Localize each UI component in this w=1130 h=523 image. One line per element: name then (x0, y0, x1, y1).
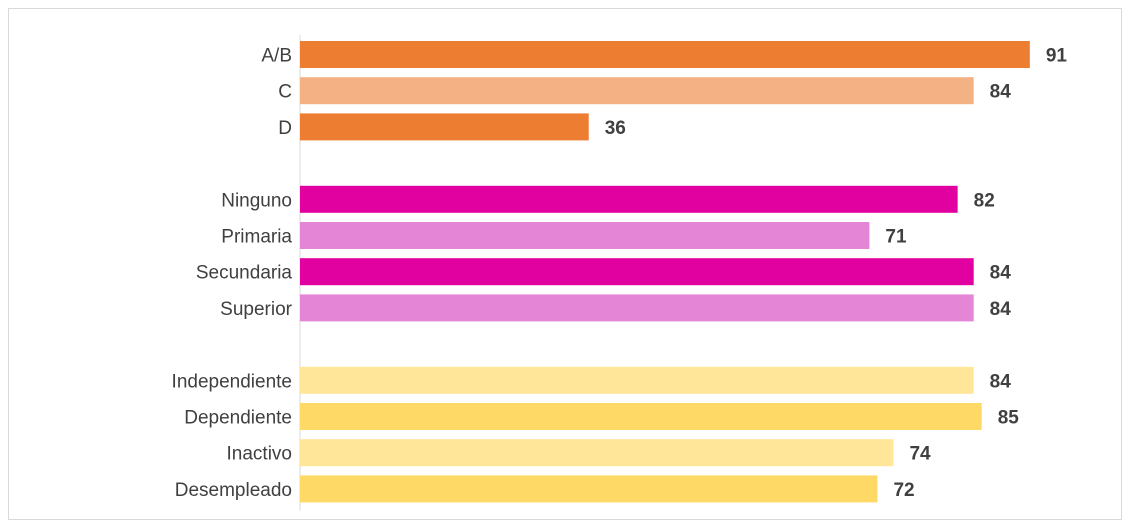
value-label-superior: 84 (990, 299, 1012, 320)
value-label-d: 36 (605, 118, 626, 139)
category-label-superior: Superior (220, 299, 292, 320)
value-label-a-b: 91 (1046, 46, 1068, 67)
category-label-ninguno: Ninguno (221, 190, 292, 211)
bar-desempleado (300, 475, 878, 503)
category-label-secundaria: Secundaria (196, 263, 293, 284)
bar-dependiente (300, 403, 982, 430)
category-label-a-b: A/B (261, 46, 292, 67)
value-label-secundaria: 84 (990, 263, 1012, 284)
category-label-d: D (278, 118, 292, 139)
category-label-inactivo: Inactivo (227, 444, 292, 465)
bar-primaria (300, 222, 870, 249)
bar-independiente (300, 366, 974, 394)
category-label-dependiente: Dependiente (184, 408, 292, 429)
bar-d (300, 113, 589, 141)
bar-c (300, 77, 974, 105)
category-label-primaria: Primaria (221, 227, 292, 248)
bar-ninguno (300, 185, 958, 213)
bar-a-b (300, 41, 1030, 68)
value-label-c: 84 (990, 82, 1012, 103)
value-label-ninguno: 82 (974, 190, 995, 211)
value-label-desempleado: 72 (893, 480, 914, 501)
category-label-independiente: Independiente (172, 371, 292, 392)
bar-inactivo (300, 439, 894, 467)
category-label-c: C (278, 82, 292, 103)
bars-group: A/B 91 C 84 D 36 Ninguno 82 Primaria 71 Secundaria… (172, 41, 1068, 503)
value-label-primaria: 71 (885, 227, 907, 248)
bar-superior (300, 294, 974, 322)
value-label-independiente: 84 (990, 371, 1012, 392)
value-label-dependiente: 85 (998, 408, 1020, 429)
category-label-desempleado: Desempleado (175, 480, 292, 501)
value-label-inactivo: 74 (909, 444, 931, 465)
bar-secundaria (300, 258, 974, 286)
